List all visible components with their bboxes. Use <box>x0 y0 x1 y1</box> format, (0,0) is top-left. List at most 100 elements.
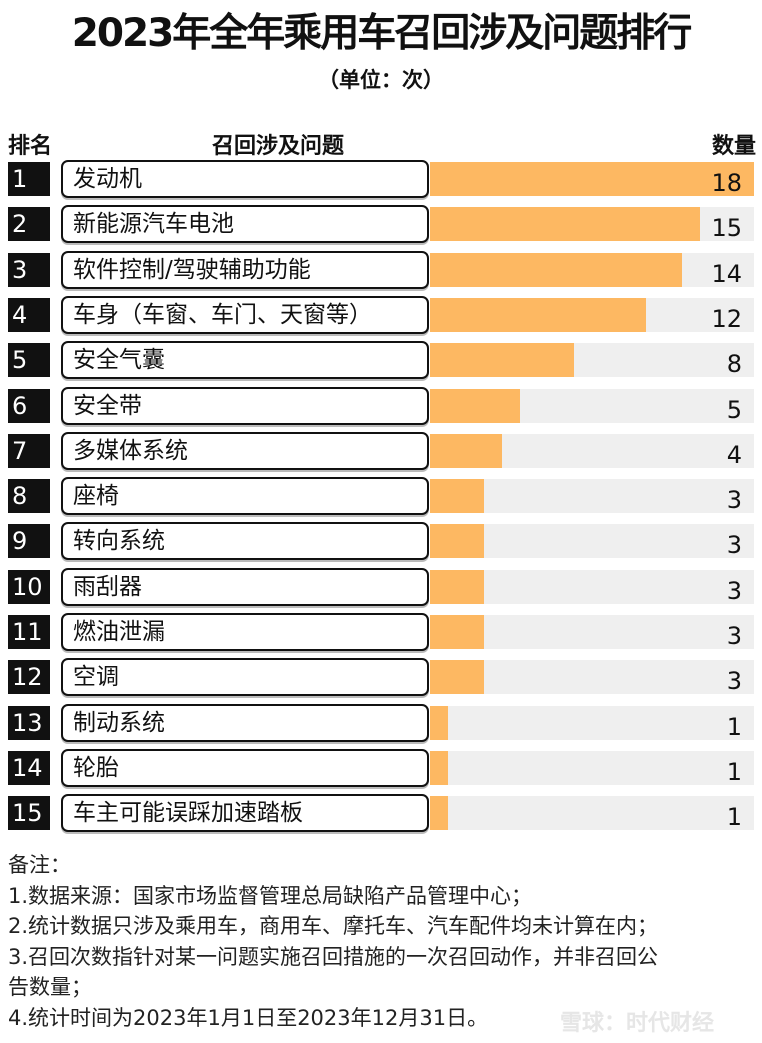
notes-heading: 备注： <box>8 853 71 877</box>
value-label: 1 <box>726 803 742 832</box>
bar <box>430 343 574 378</box>
rank-label: 7 <box>8 433 50 468</box>
value-label: 3 <box>726 622 742 650</box>
value-label: 3 <box>726 486 742 515</box>
bar-track: 1 <box>430 796 754 831</box>
rank-label: 2 <box>8 207 50 242</box>
bar-track: 18 <box>430 162 754 197</box>
bar-track: 1 <box>430 750 754 786</box>
bar-row: 4 车身（车窗、车门、天窗等） 12 <box>0 295 762 336</box>
rank-label: 8 <box>8 479 50 514</box>
rank-label: 3 <box>8 252 50 287</box>
category-label: 安全带 <box>61 386 429 425</box>
bar-row: 13 制动系统 1 <box>0 703 762 744</box>
bar-row: 2 新能源汽车电池 15 <box>0 205 762 245</box>
bar <box>430 433 502 468</box>
rank-label: 13 <box>8 705 50 740</box>
note-line: 1.数据来源：国家市场监督管理总局缺陷产品管理中心； <box>8 883 533 908</box>
bar <box>430 615 484 649</box>
bar <box>430 207 700 242</box>
bar-track: 3 <box>430 524 754 559</box>
bar-row: 5 安全气囊 8 <box>0 341 762 381</box>
bar-track: 3 <box>430 660 754 695</box>
rank-label: 5 <box>8 343 50 378</box>
bar <box>430 162 754 196</box>
value-label: 1 <box>726 757 742 786</box>
bar-track: 5 <box>430 388 754 424</box>
bar <box>430 479 484 514</box>
note-line: 4.统计时间为2023年1月1日至2023年12月31日。 <box>8 1005 489 1030</box>
category-label: 空调 <box>61 658 429 697</box>
bar-row: 14 轮胎 1 <box>0 748 762 789</box>
category-label: 燃油泄漏 <box>61 613 429 651</box>
rank-label: 4 <box>8 297 50 332</box>
category-label: 新能源汽车电池 <box>61 205 429 244</box>
bar-row: 3 软件控制/驾驶辅助功能 14 <box>0 250 762 291</box>
rank-label: 9 <box>8 524 50 559</box>
bar-row: 11 燃油泄漏 3 <box>0 613 762 653</box>
category-label: 制动系统 <box>61 703 429 742</box>
value-label: 3 <box>726 576 742 605</box>
bar <box>430 660 484 695</box>
bar-track: 3 <box>430 569 754 605</box>
watermark: 雪球：时代财经 <box>560 1011 715 1036</box>
bar-track: 15 <box>430 207 754 242</box>
bar-row: 15 车主可能误踩加速踏板 1 <box>0 794 762 834</box>
header-issue: 召回涉及问题 <box>212 134 345 159</box>
bar-track: 3 <box>430 479 754 514</box>
bar-track: 14 <box>430 252 754 288</box>
bar-track: 4 <box>430 433 754 469</box>
bar-row: 7 多媒体系统 4 <box>0 431 762 472</box>
value-label: 15 <box>711 214 742 243</box>
bar-track: 1 <box>430 705 754 741</box>
bar <box>430 297 646 332</box>
bar <box>430 705 448 740</box>
rank-label: 14 <box>8 750 50 785</box>
category-label: 多媒体系统 <box>61 431 429 470</box>
bar-row: 8 座椅 3 <box>0 477 762 517</box>
bar-track: 8 <box>430 343 754 378</box>
value-label: 8 <box>726 350 742 379</box>
bar-track: 12 <box>430 297 754 333</box>
header-rank: 排名 <box>8 134 53 159</box>
value-label: 1 <box>726 712 742 741</box>
bar <box>430 569 484 604</box>
notes: 备注： 1.数据来源：国家市场监督管理总局缺陷产品管理中心； 2.统计数据只涉及… <box>8 850 658 1033</box>
rank-label: 10 <box>8 569 50 604</box>
value-label: 18 <box>711 169 742 197</box>
category-label: 雨刮器 <box>61 567 429 606</box>
bar-row: 12 空调 3 <box>0 658 762 698</box>
bar <box>430 252 682 287</box>
value-label: 5 <box>726 395 742 424</box>
value-label: 12 <box>711 304 742 333</box>
note-line: 3.召回次数指针对某一问题实施召回措施的一次召回动作，并非召回公 <box>8 944 659 969</box>
bar-row: 1 发动机 18 <box>0 160 762 200</box>
bar-row: 10 雨刮器 3 <box>0 567 762 608</box>
category-label: 安全气囊 <box>61 341 429 380</box>
category-label: 车主可能误踩加速踏板 <box>61 794 429 833</box>
category-label: 发动机 <box>61 160 429 198</box>
value-label: 14 <box>711 259 742 288</box>
header-count: 数量 <box>711 134 756 159</box>
value-label: 4 <box>726 440 742 469</box>
rank-label: 11 <box>8 615 50 649</box>
note-line: 2.统计数据只涉及乘用车，商用车、摩托车、汽车配件均未计算在内； <box>8 914 659 938</box>
category-label: 座椅 <box>61 477 429 516</box>
bar-row: 9 转向系统 3 <box>0 522 762 562</box>
rank-label: 15 <box>8 796 50 831</box>
note-line: 告数量； <box>8 975 92 999</box>
value-label: 3 <box>726 667 742 696</box>
chart-title: 2023年全年乘用车召回涉及问题排行 <box>71 11 693 56</box>
category-label: 轮胎 <box>61 748 429 787</box>
bar-row: 6 安全带 5 <box>0 386 762 427</box>
rank-label: 1 <box>8 162 50 196</box>
bar <box>430 524 484 559</box>
rank-label: 6 <box>8 388 50 423</box>
category-label: 转向系统 <box>61 522 429 561</box>
category-label: 软件控制/驾驶辅助功能 <box>61 250 429 289</box>
rank-label: 12 <box>8 660 50 695</box>
category-label: 车身（车窗、车门、天窗等） <box>61 295 429 334</box>
chart-subtitle: （单位：次） <box>318 68 444 92</box>
bar <box>430 388 520 423</box>
value-label: 3 <box>726 531 742 560</box>
